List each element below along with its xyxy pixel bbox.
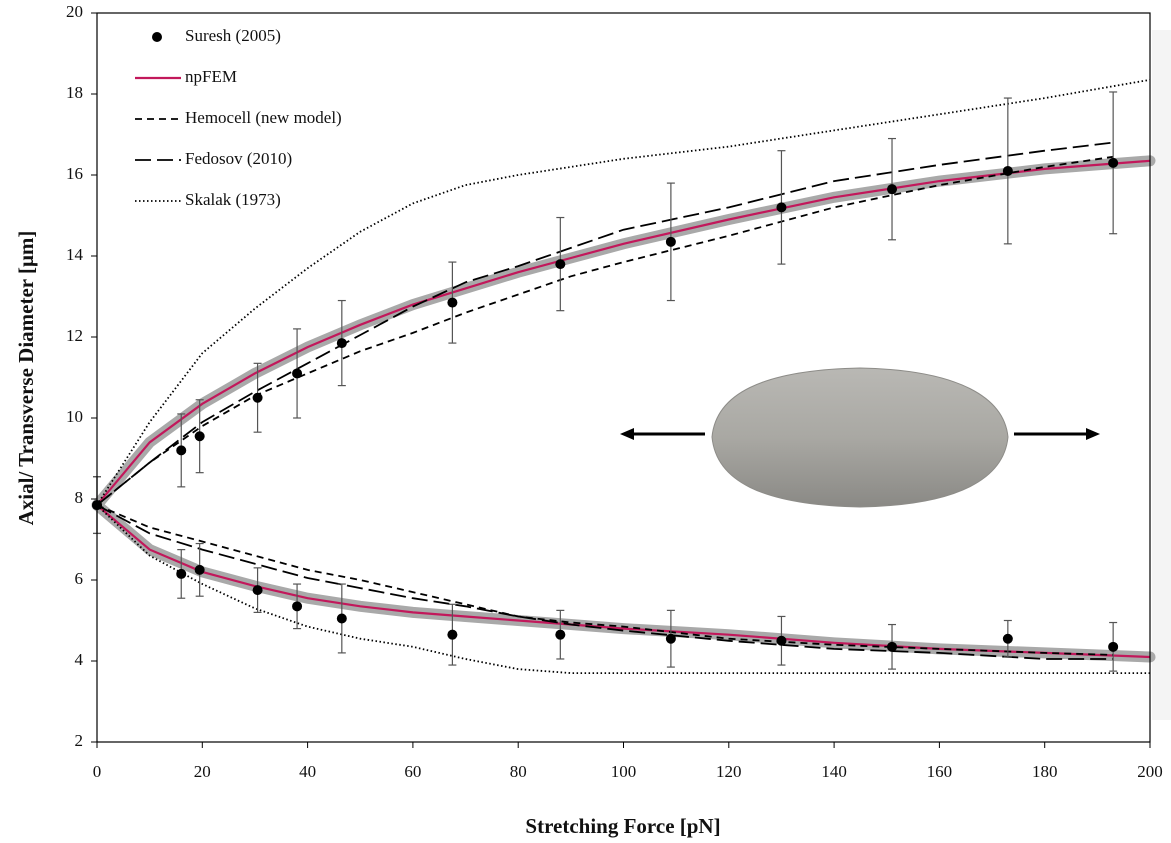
line-lower bbox=[96, 504, 1151, 659]
point bbox=[555, 259, 566, 270]
y-tick-label: 16 bbox=[66, 164, 83, 183]
point bbox=[776, 635, 787, 646]
line-upper bbox=[96, 141, 1114, 506]
x-tick-label: 0 bbox=[93, 762, 102, 781]
point bbox=[665, 236, 676, 247]
y-tick-label: 14 bbox=[66, 245, 84, 264]
x-tick-label: 160 bbox=[927, 762, 953, 781]
rbc-illustration bbox=[620, 367, 1100, 508]
x-tick-label: 60 bbox=[404, 762, 421, 781]
y-axis-title: Axial/ Transverse Diameter [μm] bbox=[14, 231, 38, 526]
point bbox=[555, 629, 566, 640]
line-lower bbox=[96, 504, 1114, 656]
y-tick-label: 20 bbox=[66, 2, 83, 21]
y-tick-label: 10 bbox=[66, 407, 83, 426]
side-strip bbox=[1152, 30, 1171, 720]
x-tick-label: 140 bbox=[821, 762, 847, 781]
x-axis-title: Stretching Force [pN] bbox=[525, 814, 720, 838]
x-tick-label: 20 bbox=[194, 762, 211, 781]
line-lower bbox=[96, 504, 1114, 660]
point bbox=[194, 564, 205, 575]
point bbox=[292, 368, 303, 379]
y-tick-label: 6 bbox=[75, 569, 84, 588]
point bbox=[665, 633, 676, 644]
legend-label: Skalak (1973) bbox=[185, 190, 281, 209]
x-tick-label: 180 bbox=[1032, 762, 1058, 781]
point bbox=[1002, 633, 1013, 644]
point bbox=[292, 601, 303, 612]
x-tick-label: 100 bbox=[611, 762, 637, 781]
point bbox=[176, 445, 187, 456]
y-tick-label: 8 bbox=[75, 488, 84, 507]
point bbox=[776, 202, 787, 213]
x-tick-label: 80 bbox=[510, 762, 527, 781]
band bbox=[91, 499, 1156, 663]
y-tick-label: 18 bbox=[66, 83, 83, 102]
point bbox=[1002, 165, 1013, 176]
point bbox=[336, 613, 347, 624]
y-tick-label: 4 bbox=[75, 650, 84, 669]
y-tick-label: 2 bbox=[75, 731, 84, 750]
x-tick-label: 40 bbox=[299, 762, 316, 781]
x-tick-label: 120 bbox=[716, 762, 742, 781]
plot-frame bbox=[96, 12, 1151, 743]
point bbox=[252, 392, 263, 403]
point bbox=[447, 629, 458, 640]
legend-label: Fedosov (2010) bbox=[185, 149, 292, 168]
legend-marker bbox=[152, 32, 162, 42]
point bbox=[1108, 157, 1119, 168]
line-upper bbox=[96, 155, 1114, 506]
x-tick-label: 200 bbox=[1137, 762, 1163, 781]
point bbox=[336, 338, 347, 349]
point bbox=[887, 641, 898, 652]
point bbox=[887, 184, 898, 195]
point bbox=[447, 297, 458, 308]
point bbox=[252, 585, 263, 596]
point bbox=[1108, 641, 1119, 652]
point bbox=[176, 568, 187, 579]
line-upper bbox=[96, 159, 1151, 506]
legend-label: Suresh (2005) bbox=[185, 26, 281, 45]
point bbox=[194, 431, 205, 442]
legend-label: Hemocell (new model) bbox=[185, 108, 342, 127]
y-tick-label: 12 bbox=[66, 326, 83, 345]
legend-label: npFEM bbox=[185, 67, 237, 86]
